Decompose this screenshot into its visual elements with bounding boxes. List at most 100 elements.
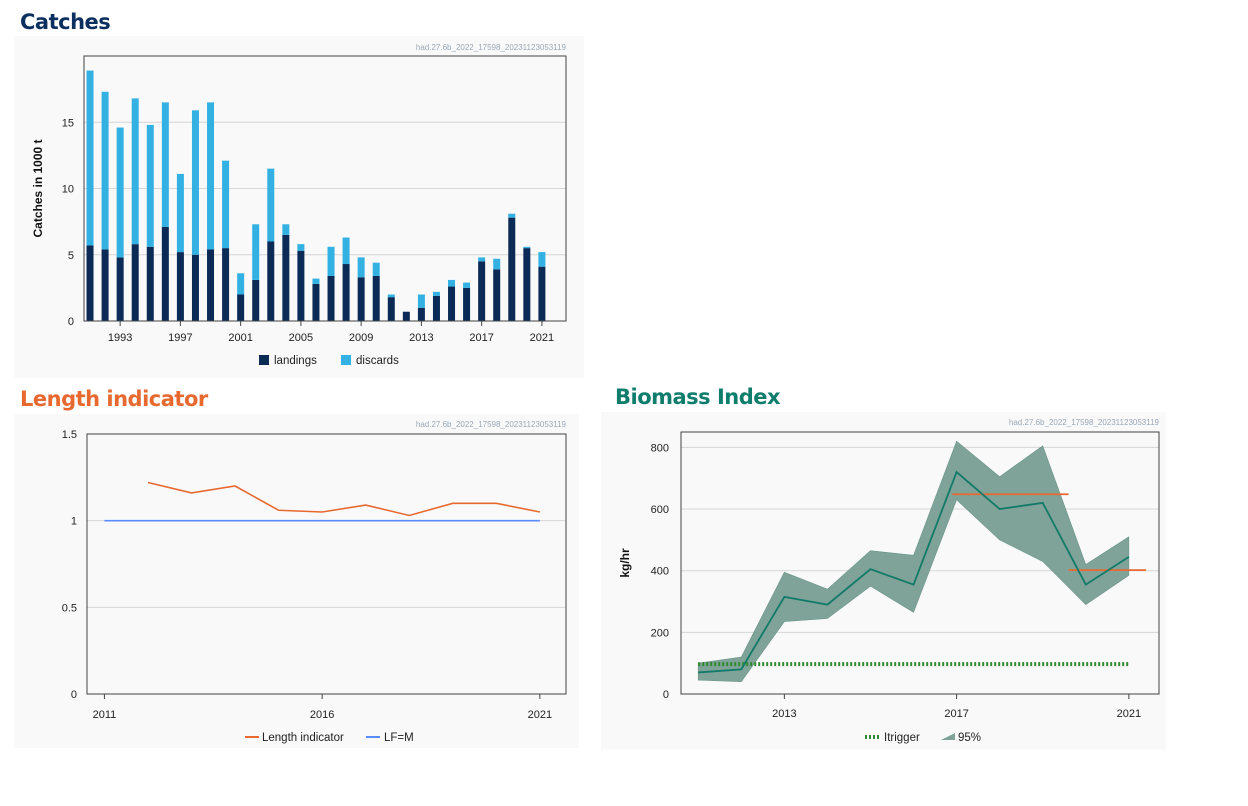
source-label: had.27.6b_2022_17598_20231123053119 [416,43,567,52]
landings-bar [237,294,245,321]
landings-bar [448,286,456,321]
discards-bar [478,257,486,262]
y-tick-label: 0 [663,689,669,701]
x-tick-label: 2021 [1117,708,1141,720]
landings-bar [402,311,410,321]
x-tick-label: 2009 [349,332,373,344]
landings-bar [463,287,471,321]
legend-95-swatch [941,733,955,740]
landings-bar [161,226,169,321]
plot-frame [86,433,567,695]
discards-bar [116,127,124,258]
length-indicator-chart: had.27.6b_2022_17598_20231123053119 0 0.5 1… [62,420,567,744]
y-tick-label: 600 [651,504,669,516]
x-tick-label: 2016 [310,709,334,721]
landings-bar [191,254,199,321]
landings-bar [86,245,94,321]
plot-frame [83,55,567,322]
y-tick-label: 400 [651,566,669,578]
discards-bar [207,102,215,250]
y-tick-label: 200 [651,627,669,639]
landings-bar [508,217,516,321]
discards-bar [432,291,440,296]
biomass-index-chart: had.27.6b_2022_17598_20231123053119 0 200 4… [618,418,1160,744]
landings-bar [523,248,531,321]
x-tick-label: 2021 [528,709,552,721]
discards-bar [312,278,320,284]
landings-bar [387,297,395,321]
x-tick-label: 2013 [772,708,796,720]
landings-bar [101,249,109,321]
y-tick-label: 1.5 [62,429,77,441]
source-label: had.27.6b_2022_17598_20231123053119 [1009,418,1160,427]
y-tick-label: 10 [62,184,74,196]
discards-bar [327,246,335,276]
landings-bar [432,295,440,321]
discards-bar [297,244,305,251]
landings-bar [357,277,365,321]
y-tick-label: 0 [68,316,74,328]
source-label: had.27.6b_2022_17598_20231123053119 [416,420,567,429]
discards-bar [222,160,230,249]
discards-bar [146,124,154,247]
discards-bar [387,294,395,298]
discards-bar [417,294,425,308]
y-tick-label: 0 [71,689,77,701]
discards-bar [131,98,139,245]
landings-bar [222,248,230,321]
discards-bar [508,213,516,218]
discards-bar [282,224,290,235]
legend-landings-swatch [259,355,269,365]
legend-landings-label: landings [274,355,317,367]
plot-frame [680,431,1160,695]
landings-bar [372,275,380,321]
discards-bar [372,262,380,276]
landings-bar [116,257,124,321]
biomass-index-heading: Biomass Index [615,385,781,409]
biomass-index-chart-panel: had.27.6b_2022_17598_20231123053119 0 200 4… [601,412,1166,750]
legend-discards-label: discards [356,355,399,367]
discards-bar [523,246,531,249]
discards-bar [161,102,169,227]
y-tick-label: 5 [68,250,74,262]
landings-bar [282,234,290,321]
x-tick-label: 2011 [93,709,117,721]
discards-bar [493,258,501,270]
landings-bar [176,252,184,321]
discards-bar [191,110,199,255]
legend-discards-swatch [341,355,351,365]
landings-bar [493,269,501,321]
y-tick-label: 1 [71,516,77,528]
x-tick-label: 2021 [530,332,554,344]
length-indicator-heading: Length indicator [20,387,208,411]
legend-lf-m-label: LF=M [384,732,414,744]
confidence-band-95 [697,440,1130,682]
y-axis-label: kg/hr [618,548,632,578]
discards-bar [448,279,456,287]
discards-bar [101,91,109,250]
y-tick-label: 15 [62,117,74,129]
landings-bar [342,264,350,321]
x-tick-label: 2001 [228,332,252,344]
legend-95-label: 95% [958,732,981,744]
discards-bar [538,252,546,267]
discards-bar [267,168,275,242]
landings-bar [297,250,305,321]
legend-itrigger-label: Itrigger [884,732,920,744]
landings-bar [146,246,154,321]
discards-bar [463,282,471,288]
y-tick-label: 0.5 [62,602,77,614]
length-indicator-line [147,481,541,517]
x-tick-label: 1993 [108,332,132,344]
landings-bar [252,279,260,321]
x-tick-label: 2013 [409,332,433,344]
catches-heading: Catches [20,10,111,34]
landings-bar [207,249,215,321]
catches-chart-panel: had.27.6b_2022_17598_20231123053119 0 5 10 1… [14,36,584,378]
x-tick-label: 1997 [168,332,192,344]
landings-bar [327,275,335,321]
landings-bar [478,261,486,321]
landings-bar [312,283,320,321]
discards-bar [237,273,245,295]
legend-length-indicator-label: Length indicator [262,732,344,744]
